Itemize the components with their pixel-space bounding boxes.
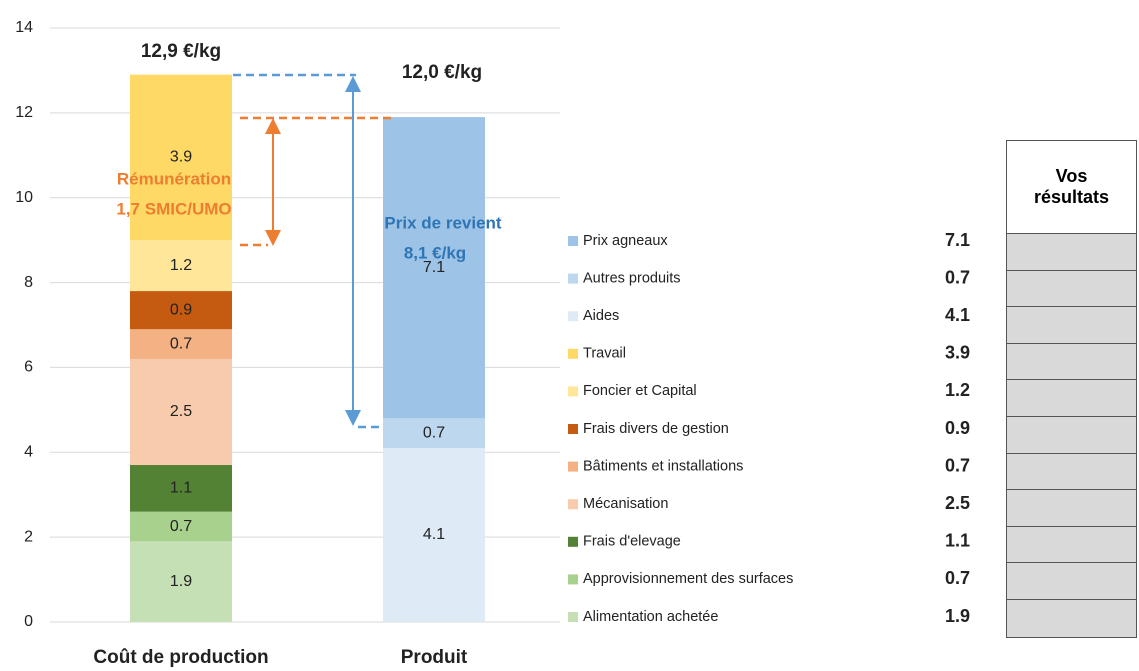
table-cell[interactable] — [1007, 270, 1136, 308]
legend-swatch — [568, 236, 578, 246]
bar-segment — [130, 511, 232, 542]
legend-label: Autres produits — [583, 270, 681, 286]
table-cell[interactable] — [1007, 453, 1136, 491]
bar-segment — [130, 74, 232, 241]
legend-swatch — [568, 273, 578, 284]
bar-segment — [130, 358, 232, 466]
legend-label: Alimentation achetée — [583, 609, 718, 625]
data-label: 1.9 — [170, 573, 192, 590]
data-label: 0.7 — [170, 335, 192, 352]
legend-swatch — [568, 574, 578, 585]
legend-swatch — [568, 612, 578, 622]
table-cell[interactable] — [1007, 234, 1136, 271]
annotation: 12,9 €/kg — [141, 41, 221, 62]
data-label: 0.9 — [170, 301, 192, 318]
legend-value: 3.9 — [945, 343, 970, 363]
bar-segment — [130, 240, 232, 292]
legend-label: Aides — [583, 308, 619, 324]
legend-label: Frais d'elevage — [583, 534, 681, 550]
bar-segment — [130, 465, 232, 512]
data-label: 4.1 — [423, 526, 445, 543]
legend-label: Approvisionnement des surfaces — [583, 571, 793, 587]
legend-value: 1.2 — [945, 380, 970, 400]
legend-swatch — [568, 311, 578, 322]
y-tick-label: 14 — [15, 19, 33, 36]
table-header: Vos résultats — [1007, 141, 1136, 234]
y-tick-label: 4 — [24, 444, 33, 461]
bar-segment — [383, 418, 485, 449]
legend-value: 0.7 — [945, 455, 970, 475]
y-tick-label: 8 — [24, 274, 33, 291]
x-tick-label: Produit — [401, 647, 468, 668]
annotation: 1,7 SMIC/UMO — [116, 199, 231, 218]
legend-swatch — [568, 348, 578, 359]
bar-segment — [383, 448, 485, 622]
legend-swatch — [568, 536, 578, 547]
legend-value: 0.7 — [945, 568, 970, 588]
y-tick-label: 2 — [24, 528, 33, 545]
legend: Alimentation achetée 1.9 Approvisionnement… — [568, 230, 970, 626]
legend-value: 0.9 — [945, 418, 970, 438]
legend-label: Prix agneaux — [583, 233, 668, 249]
legend-value: 1.9 — [945, 606, 970, 626]
annotation: 12,0 €/kg — [402, 62, 482, 83]
table-cell[interactable] — [1007, 599, 1136, 637]
legend-label: Bâtiments et installations — [583, 458, 743, 474]
data-label: 3.9 — [170, 149, 192, 166]
data-label: 1.2 — [170, 257, 192, 274]
annotation: Rémunération — [117, 169, 231, 188]
annotation: Prix de revient — [384, 213, 502, 232]
annotation: 8,1 €/kg — [404, 243, 466, 262]
bar-segment — [130, 291, 232, 330]
data-label: 1.1 — [170, 480, 192, 497]
legend-swatch — [568, 424, 578, 434]
data-label: 0.7 — [423, 424, 445, 441]
chart: 0 2 4 6 8 10 12 14 Coût de production 1.9 0.7 1.1 2… — [15, 19, 970, 668]
x-tick-label: Coût de production — [93, 647, 268, 668]
legend-label: Travail — [583, 346, 626, 362]
legend-value: 7.1 — [945, 230, 970, 250]
table-cell[interactable] — [1007, 526, 1136, 564]
table-cell[interactable] — [1007, 307, 1136, 344]
header-text: Vos résultats — [1033, 166, 1110, 207]
bar-segment — [130, 329, 232, 359]
table-cell[interactable] — [1007, 563, 1136, 600]
data-label: 0.7 — [170, 518, 192, 535]
results-table: Vos résultats — [1006, 140, 1137, 638]
bars: Coût de production 1.9 0.7 1.1 2.5 0.7 0.9 1.2 3… — [93, 74, 485, 668]
data-label: 7.1 — [423, 259, 445, 276]
legend-value: 0.7 — [945, 267, 970, 287]
legend-swatch — [568, 499, 578, 510]
data-label: 2.5 — [170, 403, 192, 420]
legend-value: 2.5 — [945, 493, 970, 513]
legend-label: Frais divers de gestion — [583, 421, 729, 437]
y-tick-label: 0 — [24, 613, 33, 630]
legend-label: Foncier et Capital — [583, 383, 697, 399]
table-cell[interactable] — [1007, 343, 1136, 381]
y-tick-label: 6 — [24, 359, 33, 376]
legend-label: Mécanisation — [583, 496, 668, 512]
table-cell[interactable] — [1007, 490, 1136, 527]
y-tick-label: 12 — [15, 104, 33, 121]
legend-value: 1.1 — [945, 531, 970, 551]
table-cell[interactable] — [1007, 380, 1136, 417]
table-cell[interactable] — [1007, 416, 1136, 454]
annotations: 12,9 €/kg 12,0 €/kg Rémunération 1,7 SMI… — [116, 41, 502, 429]
legend-swatch — [568, 386, 578, 397]
legend-value: 4.1 — [945, 305, 970, 325]
y-tick-label: 10 — [15, 189, 33, 206]
bar-segment — [130, 541, 232, 622]
legend-swatch — [568, 461, 578, 472]
bar-segment — [383, 117, 485, 419]
